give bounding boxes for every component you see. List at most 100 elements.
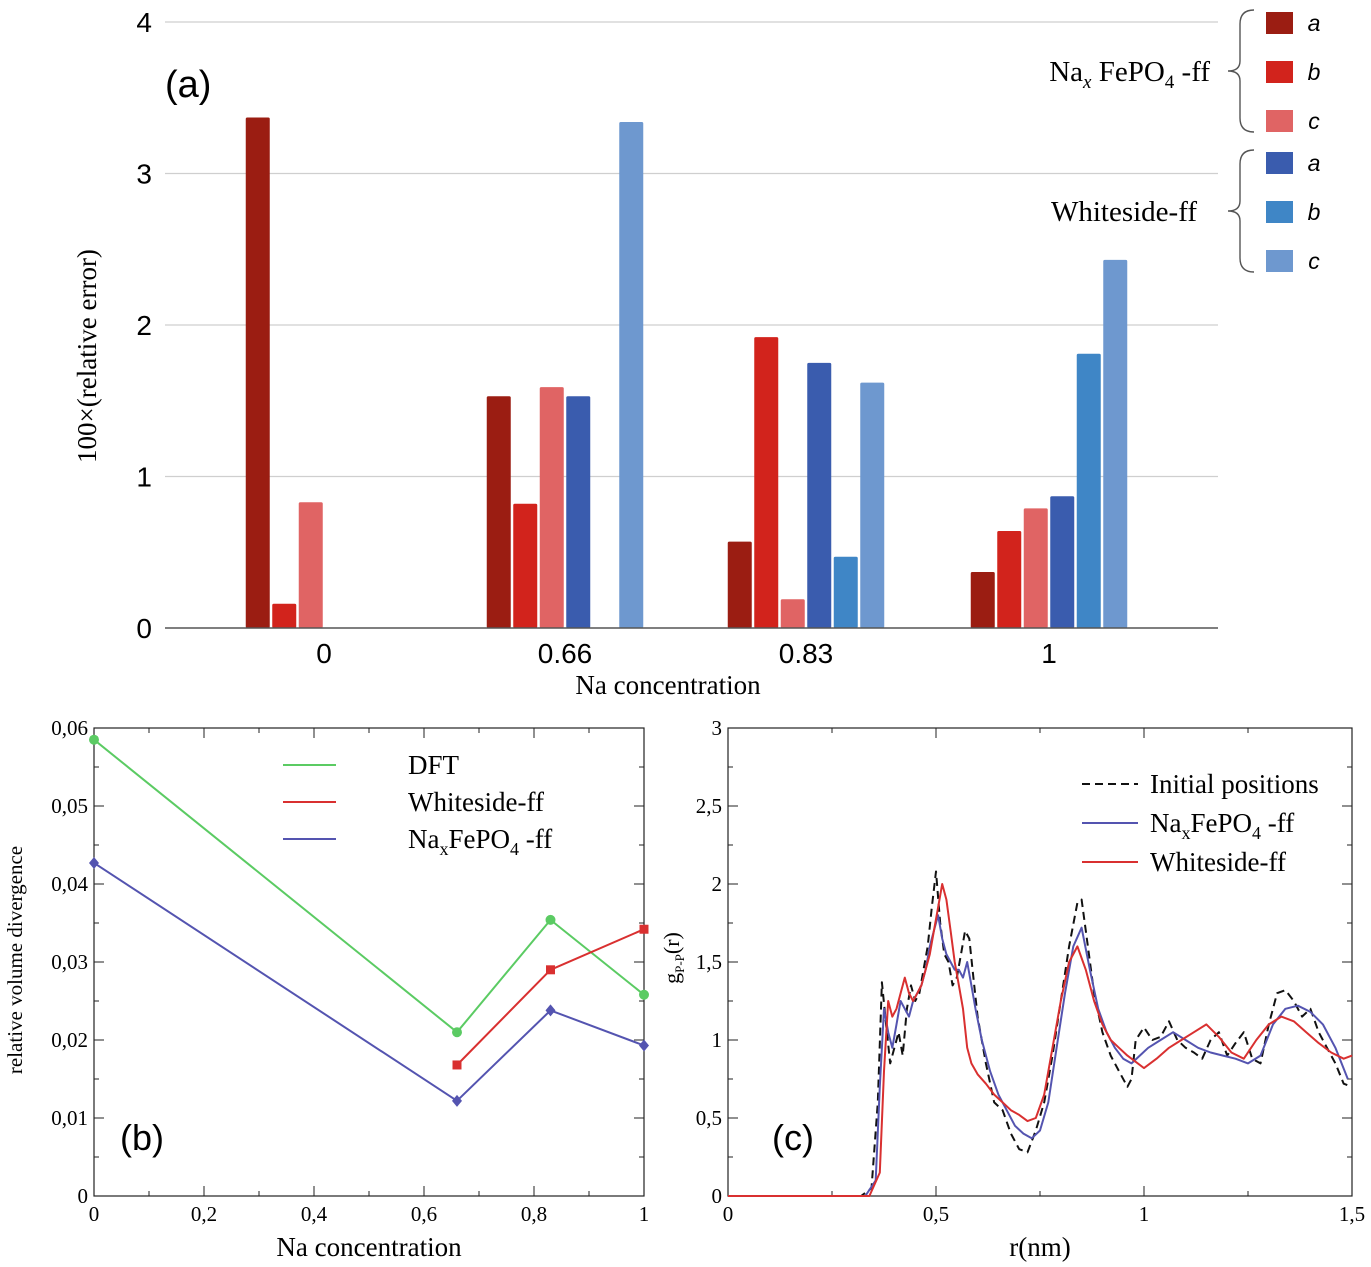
legend-swatch-1-b xyxy=(1266,201,1293,223)
panel-c-legend: Initial positions NaxFePO4 -ff Whiteside-f… xyxy=(1082,769,1319,877)
legend-item-label-0-b: b xyxy=(1308,59,1321,85)
x-tick-label-1,5: 1,5 xyxy=(1339,1202,1365,1226)
panel-a-x-tick-labels: 0 0.66 0.83 1 xyxy=(316,638,1057,669)
panel-c-x-axis-label: r(nm) xyxy=(1009,1232,1070,1262)
x-tick-label-0.66: 0.66 xyxy=(538,638,593,669)
legend-group-label-1: Whiteside-ff xyxy=(1051,196,1197,228)
legend-label-DFT: DFT xyxy=(408,750,460,780)
y-tick-label-0: 0 xyxy=(712,1184,723,1208)
bar-NaxFePO4-ff-a-0 xyxy=(245,117,270,628)
bar-NaxFePO4-ff-c-0.83 xyxy=(780,599,805,628)
legend-swatch-1-c xyxy=(1266,250,1293,272)
bar-NaxFePO4-ff-c-0 xyxy=(298,502,323,628)
legend-item-label-0-c: c xyxy=(1308,108,1320,134)
marker-Whiteside-ff-1 xyxy=(639,924,649,934)
panel-b-legend: DFT Whiteside-ff NaxFePO4 -ff xyxy=(283,750,552,859)
legend-brace-0 xyxy=(1227,9,1255,133)
marker-NaxFePO4-ff-0 xyxy=(89,856,99,869)
y-tick-label-0: 0 xyxy=(78,1184,89,1208)
y-tick-label-0,06: 0,06 xyxy=(51,716,88,740)
y-tick-label-3: 3 xyxy=(712,716,723,740)
marker-NaxFePO4-ff-0.83 xyxy=(545,1004,556,1017)
x-tick-label-0: 0 xyxy=(89,1202,100,1226)
y-tick-label-0,5: 0,5 xyxy=(696,1106,722,1130)
legend-item-label-0-a: a xyxy=(1308,10,1321,36)
panel-a: 0 1 2 3 4 0 0.66 0.83 1 Na concentration 100×(r… xyxy=(72,7,1321,700)
legend-brace-1 xyxy=(1227,149,1255,273)
legend-item-label-1-c: c xyxy=(1308,248,1320,274)
bar-NaxFePO4-ff-b-1 xyxy=(997,531,1022,628)
marker-DFT-0 xyxy=(89,734,99,745)
bar-NaxFePO4-ff-b-0.66 xyxy=(513,503,538,628)
y-tick-label-0,04: 0,04 xyxy=(51,872,88,896)
bar-NaxFePO4-ff-c-0.66 xyxy=(539,387,564,628)
bar-NaxFePO4-ff-a-0.83 xyxy=(727,541,752,628)
series-line-Initial positions xyxy=(728,870,1353,1197)
marker-Whiteside-ff-0.66 xyxy=(452,1060,462,1070)
bar-Whiteside-ff-a-0.83 xyxy=(807,362,832,628)
panel-b-label: (b) xyxy=(120,1117,164,1158)
y-tick-label-2,5: 2,5 xyxy=(696,794,722,818)
series-line-Whiteside-ff xyxy=(728,883,1353,1197)
bar-Whiteside-ff-a-1 xyxy=(1050,496,1075,628)
legend-group-label-0: Nax FePO4 -ff xyxy=(1049,56,1210,93)
y-tick-label-1,5: 1,5 xyxy=(696,950,722,974)
legend-label-Whiteside-ff: Whiteside-ff xyxy=(1150,847,1286,877)
x-tick-label-1: 1 xyxy=(1139,1202,1150,1226)
panel-c-ticks: 0 0,5 1 1,5 0 0,5 1 1,5 2 2,5 3 xyxy=(696,716,1365,1226)
panel-a-bars xyxy=(245,117,1128,629)
panel-a-y-tick-labels: 0 1 2 3 4 xyxy=(136,7,152,644)
legend-swatch-0-a xyxy=(1266,12,1293,34)
series-line-NaxFePO4-ff xyxy=(93,862,645,1102)
x-tick-label-0,5: 0,5 xyxy=(923,1202,949,1226)
y-tick-label-0,01: 0,01 xyxy=(51,1106,88,1130)
legend-item-label-1-b: b xyxy=(1308,199,1321,225)
bar-Whiteside-ff-b-0.83 xyxy=(833,556,858,628)
bar-Whiteside-ff-a-0.66 xyxy=(566,396,591,628)
x-tick-label-0,6: 0,6 xyxy=(411,1202,437,1226)
panel-a-x-axis-label: Na concentration xyxy=(575,670,761,700)
panel-b-x-axis-label: Na concentration xyxy=(276,1232,462,1262)
panel-a-label: (a) xyxy=(165,64,211,106)
bar-Whiteside-ff-c-0.83 xyxy=(860,382,885,628)
marker-DFT-1 xyxy=(639,989,649,1000)
x-tick-label-0,4: 0,4 xyxy=(301,1202,328,1226)
series-line-DFT xyxy=(93,738,645,1034)
panel-b: 0 0,2 0,4 0,6 0,8 100,010,020,030,040,050,06 … xyxy=(3,716,649,1262)
bar-Whiteside-ff-b-1 xyxy=(1076,353,1101,628)
marker-Whiteside-ff-0.83 xyxy=(546,965,555,975)
y-tick-label-2: 2 xyxy=(136,310,152,341)
panel-b-y-axis-label: relative volume divergence xyxy=(3,846,27,1074)
x-tick-label-0,8: 0,8 xyxy=(521,1202,547,1226)
panel-c-label: (c) xyxy=(772,1117,814,1158)
y-tick-label-1: 1 xyxy=(712,1028,723,1052)
panel-c-y-axis-label: gP-P(r) xyxy=(659,932,687,984)
legend-swatch-0-b xyxy=(1266,61,1293,83)
y-tick-label-0,03: 0,03 xyxy=(51,950,88,974)
series-line-NaxFePO4-ff xyxy=(728,914,1349,1197)
legend-swatch-0-c xyxy=(1266,110,1293,132)
y-tick-label-0,05: 0,05 xyxy=(51,794,88,818)
legend-swatch-1-a xyxy=(1266,152,1293,174)
panel-a-y-axis-label: 100×(relative error) xyxy=(72,249,102,463)
panel-c-series xyxy=(728,870,1353,1197)
y-tick-label-0,02: 0,02 xyxy=(51,1028,88,1052)
legend-label-Initial positions: Initial positions xyxy=(1150,769,1319,799)
x-tick-label-0.83: 0.83 xyxy=(779,638,834,669)
panel-c: 0 0,5 1 1,500,511,522,53 r(nm) gP-P(r) (c) … xyxy=(659,716,1365,1262)
y-tick-label-2: 2 xyxy=(712,872,723,896)
x-tick-label-0: 0 xyxy=(316,638,332,669)
bar-NaxFePO4-ff-b-0 xyxy=(272,603,297,628)
bar-NaxFePO4-ff-c-1 xyxy=(1023,508,1048,628)
marker-NaxFePO4-ff-1 xyxy=(639,1039,649,1052)
marker-DFT-0.66 xyxy=(452,1027,462,1038)
panel-b-ticks: 0 0,2 0,4 0,6 0,8 1 0 0,01 0,02 0,03 0,04 0,05 0,06 xyxy=(51,716,649,1226)
panel-b-series xyxy=(89,734,649,1107)
x-tick-label-1: 1 xyxy=(1041,638,1057,669)
legend-label-NaxFePO4-ff: NaxFePO4 -ff xyxy=(408,824,552,859)
x-tick-label-0: 0 xyxy=(723,1202,734,1226)
bar-Whiteside-ff-c-1 xyxy=(1103,259,1128,628)
y-tick-label-3: 3 xyxy=(136,159,152,190)
y-tick-label-4: 4 xyxy=(136,7,152,38)
